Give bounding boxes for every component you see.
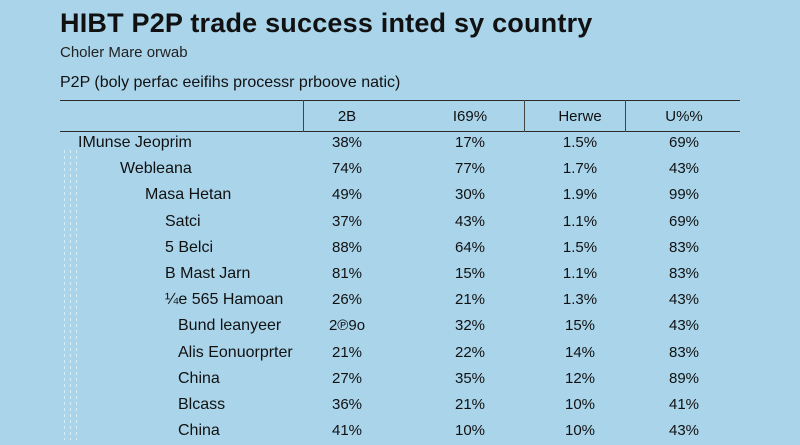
table-cell: 43% xyxy=(668,160,700,178)
table-cell: 74% xyxy=(331,160,363,178)
table-cell: 37% xyxy=(331,212,363,230)
table-cell: 21% xyxy=(331,343,363,361)
table-cell: 83% xyxy=(668,265,700,282)
table-cell: 43% xyxy=(668,317,700,335)
table-cell: 77% xyxy=(454,160,486,178)
table-cell: 1.9% xyxy=(562,186,598,204)
table-cell: 27% xyxy=(331,369,363,387)
table-cell: 69% xyxy=(668,212,700,230)
table-cell: 41% xyxy=(331,422,363,440)
column-divider xyxy=(303,100,304,132)
row-label: ¼e 565 Hamoan xyxy=(165,291,284,309)
row-label: Webleana xyxy=(120,160,192,178)
row-label: China xyxy=(178,422,220,440)
table-cell: 1.3% xyxy=(562,291,598,309)
table-cell: 81% xyxy=(331,265,363,282)
table-cell: 2℗9o xyxy=(328,317,366,335)
table-cell: 15% xyxy=(454,265,486,282)
row-label: B Mast Jarn xyxy=(165,265,251,282)
row-label: 5 Belci xyxy=(165,238,214,256)
table-cell: 38% xyxy=(331,134,363,151)
table-cell: 10% xyxy=(564,422,596,440)
table-cell: 30% xyxy=(454,186,486,204)
table-cell: 14% xyxy=(564,343,596,361)
column-header: 2B xyxy=(337,108,357,125)
table-cell: 1.5% xyxy=(562,134,598,151)
table-cell: 10% xyxy=(454,422,486,440)
table-header-rule xyxy=(60,131,740,132)
column-header: U%% xyxy=(665,108,703,125)
row-guide xyxy=(70,150,71,440)
table-cell: 10% xyxy=(564,396,596,413)
row-label: Bund leanyeer xyxy=(178,317,282,335)
table-cell: 1.5% xyxy=(562,238,598,256)
row-label: Alis Eonuorprter xyxy=(178,343,293,361)
row-label: Blcass xyxy=(178,396,226,413)
table-cell: 32% xyxy=(454,317,486,335)
table-cell: 1.1% xyxy=(562,265,598,282)
column-header: I69% xyxy=(452,108,488,125)
table-cell: 21% xyxy=(454,291,486,309)
table-cell: 36% xyxy=(331,396,363,413)
table-cell: 43% xyxy=(668,291,700,309)
row-label: China xyxy=(178,369,220,387)
table-cell: 22% xyxy=(454,343,486,361)
column-header: Herwe xyxy=(558,108,602,125)
table-cell: 41% xyxy=(668,396,700,413)
chart-title: HIBT P2P trade success inted sy country xyxy=(60,8,593,38)
column-divider xyxy=(524,100,525,132)
table-caption: P2P (boly perfac eeifihs processr prboov… xyxy=(60,74,401,91)
table-cell: 69% xyxy=(668,134,700,151)
table-cell: 43% xyxy=(454,212,486,230)
table-cell: 99% xyxy=(668,186,700,204)
row-label: Satci xyxy=(165,212,201,230)
table-top-rule xyxy=(60,100,740,101)
table-cell: 88% xyxy=(331,238,363,256)
table-cell: 43% xyxy=(668,422,700,440)
table-cell: 12% xyxy=(564,369,596,387)
table-cell: 64% xyxy=(454,238,486,256)
table-cell: 83% xyxy=(668,238,700,256)
row-label: Masa Hetan xyxy=(145,186,232,204)
table-cell: 17% xyxy=(454,134,486,151)
table-cell: 21% xyxy=(454,396,486,413)
table-cell: 35% xyxy=(454,369,486,387)
table-cell: 89% xyxy=(668,369,700,387)
table-cell: 1.7% xyxy=(562,160,598,178)
table-cell: 26% xyxy=(331,291,363,309)
row-guide xyxy=(64,150,65,440)
table-cell: 15% xyxy=(564,317,596,335)
chart-subtitle: Choler Mare orwab xyxy=(60,44,188,61)
table-cell: 83% xyxy=(668,343,700,361)
table-cell: 49% xyxy=(331,186,363,204)
row-label: IMunse Jeoprim xyxy=(78,134,192,151)
row-guide xyxy=(76,150,77,440)
table-cell: 1.1% xyxy=(562,212,598,230)
column-divider xyxy=(625,100,626,132)
